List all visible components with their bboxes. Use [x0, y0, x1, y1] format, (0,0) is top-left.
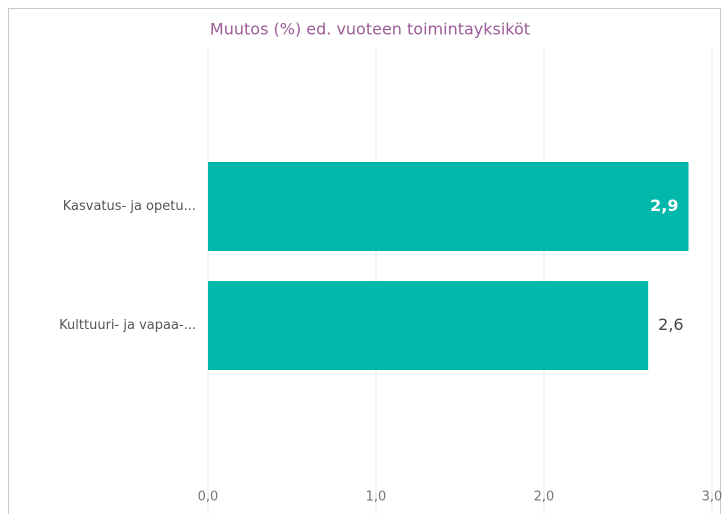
- y-tick-label: Kasvatus- ja opetu...: [63, 199, 196, 214]
- chart-title: Muutos (%) ed. vuoteen toimintayksiköt: [210, 20, 530, 39]
- bar: [208, 281, 649, 370]
- bar: [208, 162, 689, 251]
- frame: [8, 8, 721, 514]
- data-label: 2,9: [650, 196, 678, 215]
- y-tick-label: Kulttuuri- ja vapaa-...: [59, 318, 196, 333]
- data-label: 2,6: [658, 315, 683, 334]
- x-tick-label: 3,0: [702, 490, 723, 505]
- x-tick-label: 1,0: [366, 490, 387, 505]
- x-tick-label: 0,0: [198, 490, 219, 505]
- x-tick-label: 2,0: [534, 490, 555, 505]
